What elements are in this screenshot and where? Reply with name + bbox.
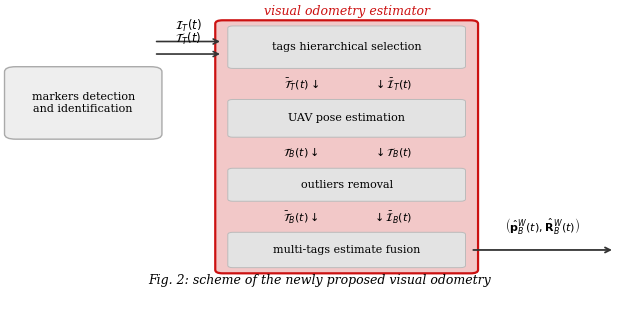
Text: $\left(\hat{\mathbf{p}}_B^W(t), \hat{\mathbf{R}}_B^W(t)\right)$: $\left(\hat{\mathbf{p}}_B^W(t), \hat{\ma… (505, 216, 580, 236)
FancyBboxPatch shape (4, 67, 162, 139)
FancyBboxPatch shape (228, 232, 465, 268)
Text: $\mathcal{T}_T(t)$: $\mathcal{T}_T(t)$ (175, 31, 202, 47)
Text: $\mathcal{I}_T(t)$: $\mathcal{I}_T(t)$ (175, 17, 202, 34)
Text: Fig. 2: scheme of the newly proposed visual odometry: Fig. 2: scheme of the newly proposed vis… (148, 274, 492, 287)
Text: outliers removal: outliers removal (301, 180, 393, 190)
Text: $\mathcal{T}_B(t)\downarrow$: $\mathcal{T}_B(t)\downarrow$ (284, 145, 319, 160)
Text: $\bar{\mathcal{T}}_T(t)\downarrow$: $\bar{\mathcal{T}}_T(t)\downarrow$ (284, 76, 319, 92)
Text: multi-tags estimate fusion: multi-tags estimate fusion (273, 245, 420, 255)
FancyBboxPatch shape (228, 168, 465, 201)
Text: UAV pose estimation: UAV pose estimation (288, 113, 405, 123)
FancyBboxPatch shape (215, 20, 478, 273)
Text: visual odometry estimator: visual odometry estimator (264, 5, 429, 18)
FancyBboxPatch shape (228, 100, 465, 137)
Text: markers detection
and identification: markers detection and identification (31, 92, 135, 114)
FancyBboxPatch shape (228, 26, 465, 68)
Text: $\downarrow\bar{\mathcal{I}}_B(t)$: $\downarrow\bar{\mathcal{I}}_B(t)$ (372, 209, 412, 225)
Text: $\downarrow\bar{\mathcal{I}}_T(t)$: $\downarrow\bar{\mathcal{I}}_T(t)$ (372, 76, 412, 92)
Text: $\downarrow\mathcal{T}_B(t)$: $\downarrow\mathcal{T}_B(t)$ (372, 145, 412, 160)
Text: tags hierarchical selection: tags hierarchical selection (272, 42, 422, 52)
Text: $\bar{\mathcal{T}}_B(t)\downarrow$: $\bar{\mathcal{T}}_B(t)\downarrow$ (284, 209, 319, 225)
